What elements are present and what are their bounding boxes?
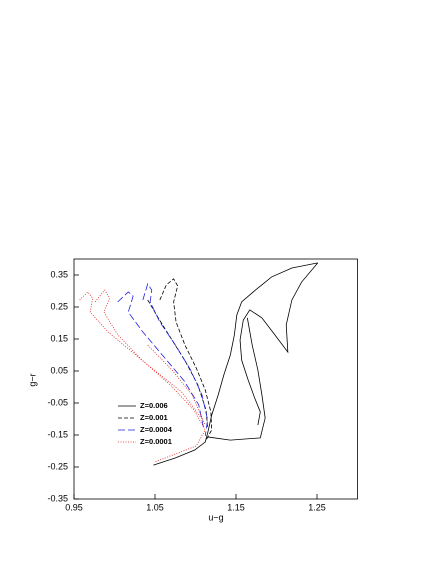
legend-label: Z=0.001 — [140, 413, 168, 422]
y-tick-label: -0.25 — [47, 461, 68, 471]
plot-frame — [73, 258, 358, 500]
y-tick-label: 0.25 — [50, 301, 68, 311]
legend: Z=0.006 Z=0.001 Z=0.0004 Z=0.0001 — [118, 401, 173, 446]
y-tick-label: 0.15 — [50, 333, 68, 343]
series-line — [117, 283, 209, 437]
x-axis-label: u−g — [208, 512, 223, 522]
y-tick-label: -0.35 — [47, 493, 68, 503]
legend-label: Z=0.0004 — [140, 425, 173, 434]
y-tick-label: 0.05 — [50, 365, 68, 375]
series-line — [79, 289, 206, 463]
y-tick-label: 0.35 — [50, 269, 68, 279]
x-tick-label: 1.05 — [146, 502, 164, 512]
y-axis-label: g−r — [27, 373, 37, 386]
legend-label: Z=0.006 — [140, 401, 168, 410]
x-tick-label: 1.25 — [308, 502, 326, 512]
y-tick-label: -0.15 — [47, 429, 68, 439]
x-tick-label: 0.95 — [65, 502, 83, 512]
legend-label: Z=0.0001 — [140, 437, 172, 446]
y-tick-label: -0.05 — [47, 397, 68, 407]
x-tick-label: 1.15 — [227, 502, 245, 512]
series-line — [153, 262, 319, 466]
